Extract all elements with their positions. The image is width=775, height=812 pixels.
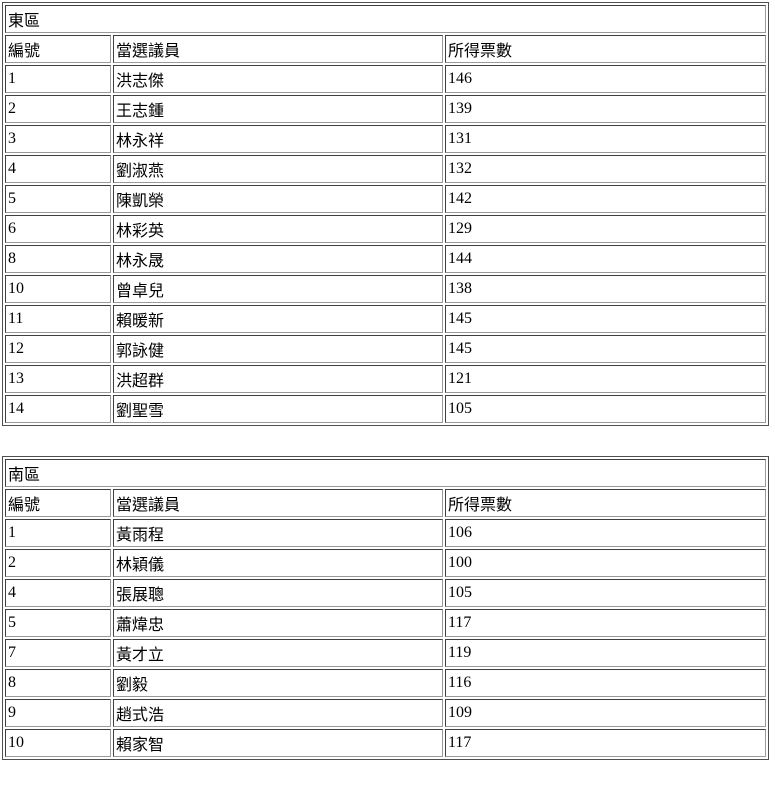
cell-votes: 109: [445, 699, 767, 727]
south-district-table: 南區 編號 當選議員 所得票數 1 黃雨程 106 2 林穎儀 100 4 張展聰 105 5 蕭煒…: [2, 456, 770, 760]
cell-councillor-name: 賴家智: [113, 729, 443, 757]
table-header-row: 編號 當選議員 所得票數: [5, 35, 767, 63]
cell-votes: 145: [445, 305, 767, 333]
cell-number: 8: [5, 669, 111, 697]
cell-number: 10: [5, 275, 111, 303]
table-row: 4 劉淑燕 132: [5, 155, 767, 183]
cell-number: 12: [5, 335, 111, 363]
cell-number: 6: [5, 215, 111, 243]
table-row: 12 郭詠健 145: [5, 335, 767, 363]
cell-votes: 144: [445, 245, 767, 273]
cell-votes: 116: [445, 669, 767, 697]
cell-councillor-name: 黃才立: [113, 639, 443, 667]
cell-number: 8: [5, 245, 111, 273]
column-header-number: 編號: [5, 35, 111, 63]
cell-councillor-name: 洪志傑: [113, 65, 443, 93]
table-row: 1 洪志傑 146: [5, 65, 767, 93]
cell-votes: 105: [445, 579, 767, 607]
cell-councillor-name: 曾卓兒: [113, 275, 443, 303]
table-row: 3 林永祥 131: [5, 125, 767, 153]
table-row: 6 林彩英 129: [5, 215, 767, 243]
table-row: 8 林永晟 144: [5, 245, 767, 273]
cell-councillor-name: 趙式浩: [113, 699, 443, 727]
cell-number: 14: [5, 395, 111, 423]
table-row: 8 劉毅 116: [5, 669, 767, 697]
cell-votes: 142: [445, 185, 767, 213]
cell-number: 2: [5, 549, 111, 577]
column-header-votes: 所得票數: [445, 489, 767, 517]
column-header-number: 編號: [5, 489, 111, 517]
district-title: 南區: [5, 459, 767, 487]
table-header-row: 編號 當選議員 所得票數: [5, 489, 767, 517]
cell-number: 11: [5, 305, 111, 333]
cell-councillor-name: 王志鍾: [113, 95, 443, 123]
table-row: 10 賴家智 117: [5, 729, 767, 757]
cell-votes: 145: [445, 335, 767, 363]
table-row: 14 劉聖雪 105: [5, 395, 767, 423]
cell-number: 5: [5, 185, 111, 213]
cell-councillor-name: 洪超群: [113, 365, 443, 393]
cell-number: 13: [5, 365, 111, 393]
table-row: 2 王志鍾 139: [5, 95, 767, 123]
cell-votes: 131: [445, 125, 767, 153]
cell-councillor-name: 陳凱榮: [113, 185, 443, 213]
table-title-row: 東區: [5, 5, 767, 33]
table-row: 10 曾卓兒 138: [5, 275, 767, 303]
cell-votes: 121: [445, 365, 767, 393]
table-row: 5 蕭煒忠 117: [5, 609, 767, 637]
cell-councillor-name: 黃雨程: [113, 519, 443, 547]
table-row: 5 陳凱榮 142: [5, 185, 767, 213]
cell-votes: 106: [445, 519, 767, 547]
cell-number: 1: [5, 65, 111, 93]
cell-councillor-name: 張展聰: [113, 579, 443, 607]
cell-votes: 105: [445, 395, 767, 423]
cell-councillor-name: 林穎儀: [113, 549, 443, 577]
column-header-councillor: 當選議員: [113, 35, 443, 63]
table-title-row: 南區: [5, 459, 767, 487]
cell-votes: 138: [445, 275, 767, 303]
table-row: 9 趙式浩 109: [5, 699, 767, 727]
cell-number: 10: [5, 729, 111, 757]
table-row: 4 張展聰 105: [5, 579, 767, 607]
cell-number: 2: [5, 95, 111, 123]
cell-votes: 117: [445, 609, 767, 637]
cell-number: 7: [5, 639, 111, 667]
table-row: 13 洪超群 121: [5, 365, 767, 393]
cell-councillor-name: 蕭煒忠: [113, 609, 443, 637]
cell-votes: 117: [445, 729, 767, 757]
cell-votes: 132: [445, 155, 767, 183]
cell-number: 1: [5, 519, 111, 547]
district-title: 東區: [5, 5, 767, 33]
table-row: 1 黃雨程 106: [5, 519, 767, 547]
east-district-table: 東區 編號 當選議員 所得票數 1 洪志傑 146 2 王志鍾 139 3 林永祥 131 4 劉淑…: [2, 2, 770, 426]
cell-councillor-name: 劉毅: [113, 669, 443, 697]
cell-votes: 100: [445, 549, 767, 577]
column-header-votes: 所得票數: [445, 35, 767, 63]
table-row: 2 林穎儀 100: [5, 549, 767, 577]
table-row: 11 賴暖新 145: [5, 305, 767, 333]
cell-councillor-name: 林永晟: [113, 245, 443, 273]
cell-number: 5: [5, 609, 111, 637]
cell-number: 3: [5, 125, 111, 153]
table-row: 7 黃才立 119: [5, 639, 767, 667]
cell-councillor-name: 劉淑燕: [113, 155, 443, 183]
cell-number: 4: [5, 155, 111, 183]
cell-councillor-name: 賴暖新: [113, 305, 443, 333]
cell-councillor-name: 林永祥: [113, 125, 443, 153]
cell-councillor-name: 林彩英: [113, 215, 443, 243]
column-header-councillor: 當選議員: [113, 489, 443, 517]
cell-votes: 119: [445, 639, 767, 667]
cell-votes: 129: [445, 215, 767, 243]
cell-number: 4: [5, 579, 111, 607]
cell-votes: 139: [445, 95, 767, 123]
cell-councillor-name: 劉聖雪: [113, 395, 443, 423]
cell-votes: 146: [445, 65, 767, 93]
cell-councillor-name: 郭詠健: [113, 335, 443, 363]
cell-number: 9: [5, 699, 111, 727]
